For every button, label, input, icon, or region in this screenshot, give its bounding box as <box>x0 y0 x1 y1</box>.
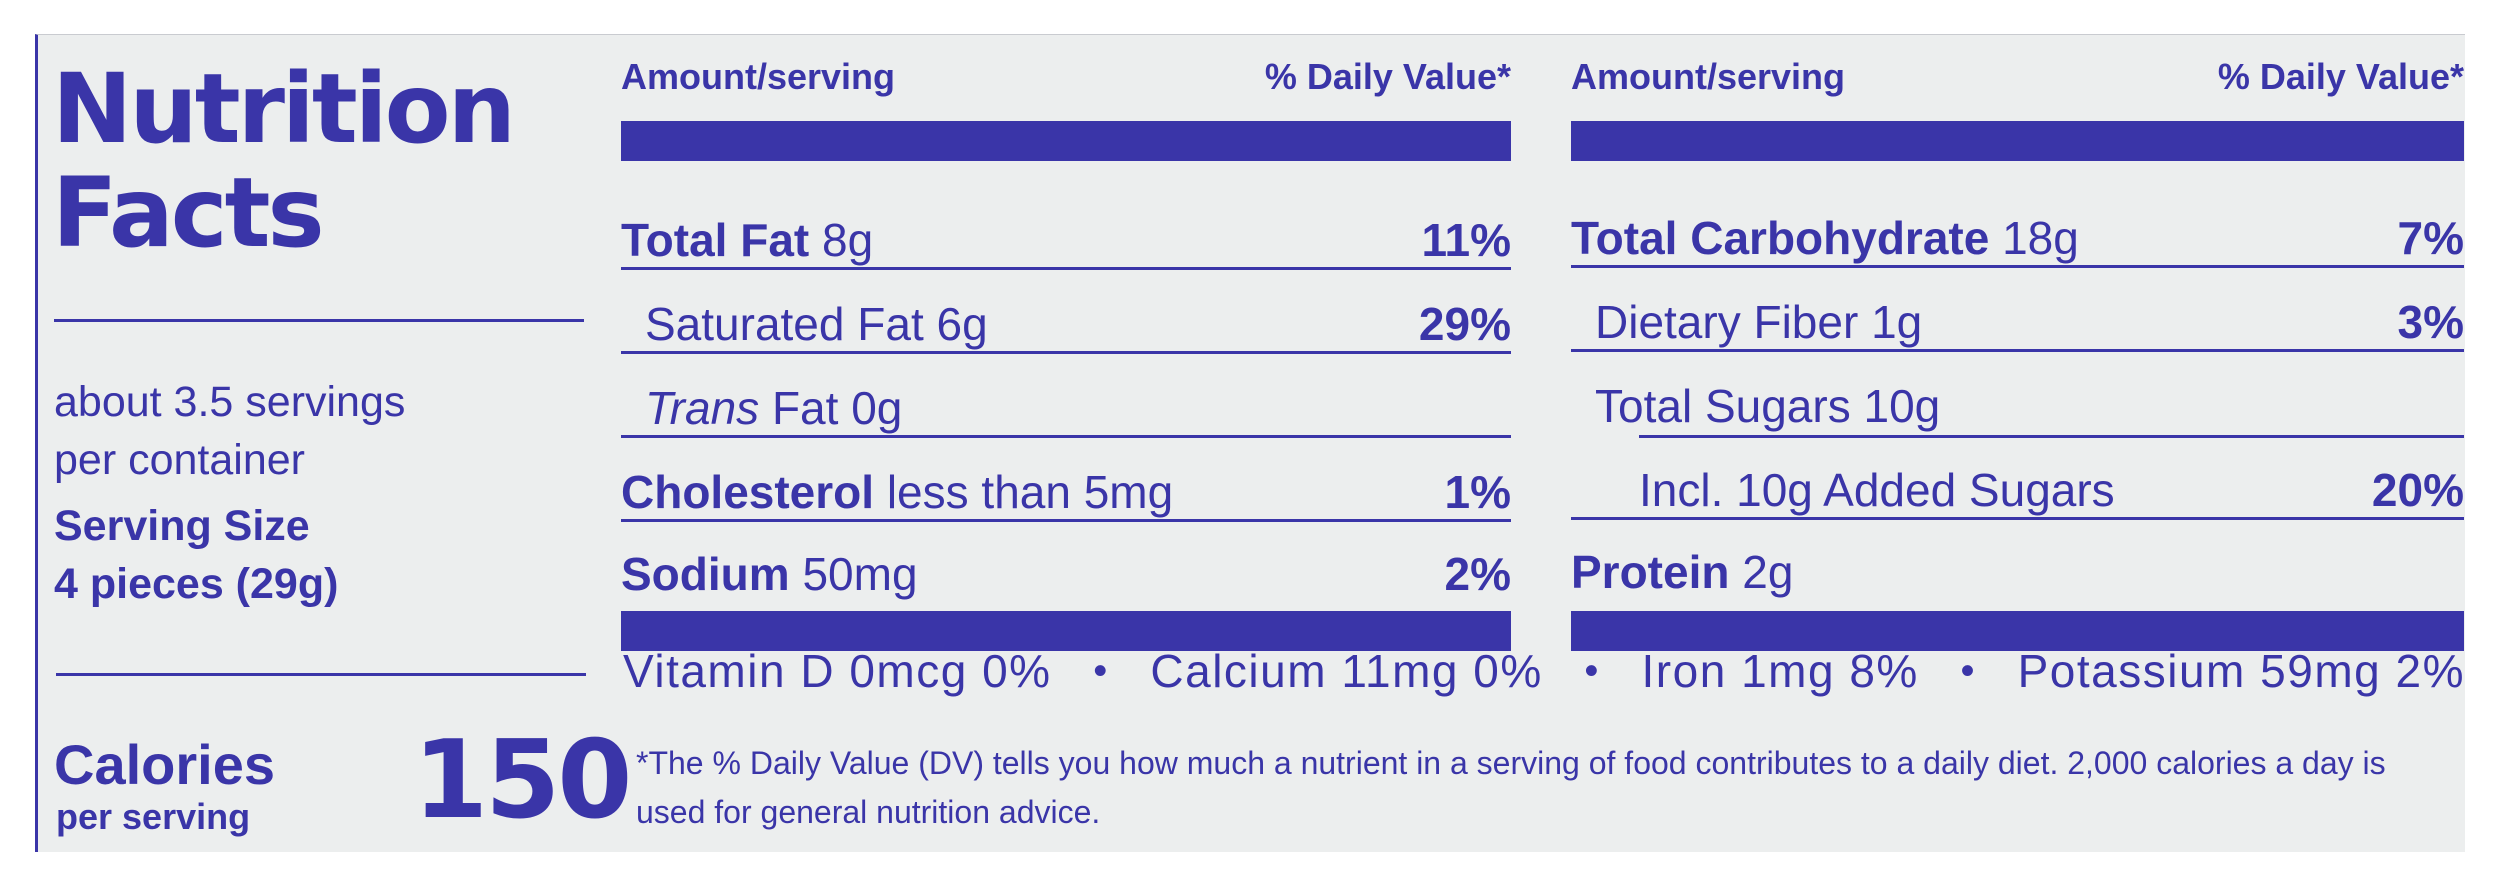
nutrient-name: Sodium <box>621 548 790 600</box>
nutrient-dv: 20% <box>2371 464 2464 516</box>
calories-value: 150 <box>413 718 632 843</box>
thick-divider <box>1571 121 2464 161</box>
thick-divider <box>621 611 1511 651</box>
nutrient-name: Total Carbohydrate <box>1571 212 1990 264</box>
vitamin-d: Vitamin D 0mcg 0% <box>623 645 1052 697</box>
nutrient-dv: 1% <box>1444 466 1511 518</box>
nutrient-name-rest: Fat <box>771 382 839 434</box>
title-line-1: Nutrition <box>52 53 516 165</box>
thick-divider <box>1571 611 2464 651</box>
nutrient-amount: 50mg <box>802 548 918 600</box>
nutrient-name: Total Fat <box>621 214 810 266</box>
divider-serving <box>56 673 586 676</box>
sub-divider <box>1639 435 2464 438</box>
nutrient-name: Incl. 10g Added Sugars <box>1639 464 2115 516</box>
calories-label: Calories <box>54 733 275 796</box>
thick-divider <box>621 121 1511 161</box>
bullet-separator: • <box>1584 649 1600 693</box>
nutrient-amount: 10g <box>1863 380 1941 432</box>
potassium: Potassium 59mg 2% <box>2017 645 2465 697</box>
daily-value-footnote: *The % Daily Value (DV) tells you how mu… <box>636 745 2386 830</box>
nutrient-dv: 7% <box>2397 212 2464 264</box>
divider-title <box>54 319 584 322</box>
nutrient-amount: 2g <box>1742 546 1794 598</box>
nutrient-row: Saturated Fat 6g 29% <box>621 285 1511 354</box>
amount-serving-header: Amount/serving <box>621 56 896 97</box>
nutrient-amount: 0g <box>851 382 903 434</box>
nutrient-row: Trans Fat 0g <box>621 369 1511 438</box>
nutrient-amount: 6g <box>936 298 988 350</box>
page-title: Nutrition Facts <box>52 53 516 269</box>
serving-size-label: Serving Size <box>54 502 310 550</box>
servings-line-2: per container <box>54 436 305 484</box>
bullet-separator: • <box>1960 649 1976 693</box>
title-line-2: Facts <box>52 157 325 269</box>
nutrient-name: Trans <box>645 382 760 434</box>
servings-line-1: about 3.5 servings <box>54 378 406 426</box>
nutrient-row: Sodium 50mg 2% <box>621 537 1511 601</box>
nutrient-row: Total Sugars 10g <box>1571 367 2464 433</box>
nutrient-dv: 2% <box>1444 548 1511 600</box>
nutrient-row: Dietary Fiber 1g 3% <box>1571 283 2464 352</box>
nutrient-row: Total Fat 8g 11% <box>621 203 1511 270</box>
bullet-separator: • <box>1093 649 1109 693</box>
nutrient-row: Protein 2g <box>1571 535 2464 599</box>
nutrient-name: Saturated Fat <box>645 298 924 350</box>
nutrient-name: Protein <box>1571 546 1730 598</box>
table-header: Amount/serving % Daily Value* <box>621 55 1511 99</box>
servings-per-container: about 3.5 servings per container <box>54 373 405 489</box>
nutrient-dv: 29% <box>1418 298 1511 350</box>
daily-value-header: % Daily Value* <box>2217 56 2464 97</box>
nutrient-amount: less than 5mg <box>886 466 1174 518</box>
nutrition-facts-label: Nutrition Facts about 3.5 servings per c… <box>35 34 2465 852</box>
table-header: Amount/serving % Daily Value* <box>1571 55 2464 99</box>
nutrient-dv: 11% <box>1421 214 1511 266</box>
nutrient-row: Total Carbohydrate 18g 7% <box>1571 201 2464 268</box>
nutrient-table-left: Amount/serving % Daily Value* Total Fat … <box>621 55 1511 651</box>
iron: Iron 1mg 8% <box>1641 645 1919 697</box>
nutrient-name: Dietary Fiber <box>1595 296 1859 348</box>
amount-serving-header: Amount/serving <box>1571 56 1846 97</box>
daily-value-header: % Daily Value* <box>1264 56 1511 97</box>
serving-size-value: 4 pieces (29g) <box>54 560 339 608</box>
nutrient-table-right: Amount/serving % Daily Value* Total Carb… <box>1571 55 2464 651</box>
nutrient-amount: 1g <box>1871 296 1923 348</box>
nutrient-dv: 3% <box>2397 296 2464 348</box>
nutrient-name: Total Sugars <box>1595 380 1851 432</box>
calcium: Calcium 11mg 0% <box>1150 645 1543 697</box>
serving-size: Serving Size 4 pieces (29g) <box>54 497 338 613</box>
nutrient-row: Incl. 10g Added Sugars 20% <box>1571 451 2464 520</box>
nutrient-name: Cholesterol <box>621 466 875 518</box>
nutrient-row: Cholesterol less than 5mg 1% <box>621 453 1511 522</box>
nutrient-amount: 8g <box>822 214 874 266</box>
nutrient-amount: 18g <box>2002 212 2079 264</box>
calories-sublabel: per serving <box>56 796 251 837</box>
vitamins-minerals-line: Vitamin D 0mcg 0% • Calcium 11mg 0% • Ir… <box>623 643 2465 699</box>
